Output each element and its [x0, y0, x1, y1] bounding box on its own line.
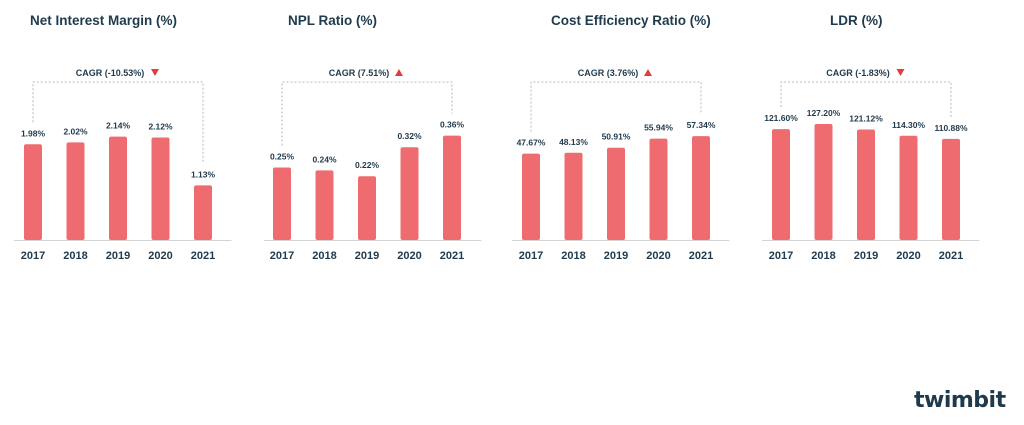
bar — [857, 129, 875, 240]
cagr-label-bg — [326, 66, 392, 80]
chart-title: Cost Efficiency Ratio (%) — [551, 13, 711, 28]
x-tick-label: 2020 — [896, 250, 920, 262]
x-tick-label: 2019 — [355, 250, 379, 262]
data-label: 0.24% — [312, 154, 337, 164]
x-tick-label: 2021 — [689, 250, 713, 262]
bar — [66, 142, 85, 240]
twimbit-logo: twimbit — [914, 388, 1006, 414]
bar — [649, 138, 668, 240]
x-tick-label: 2017 — [519, 250, 543, 262]
bar — [109, 136, 127, 240]
bar — [315, 170, 334, 240]
data-label: 1.98% — [21, 128, 46, 138]
x-tick-label: 2019 — [604, 250, 628, 262]
data-label: 114.30% — [892, 120, 926, 130]
bar — [358, 176, 376, 240]
x-tick-label: 2017 — [21, 250, 45, 262]
data-label: 48.13% — [559, 137, 588, 147]
chart-title: NPL Ratio (%) — [288, 13, 377, 28]
chart-title: Net Interest Margin (%) — [30, 13, 177, 28]
cagr-label: CAGR (-10.53%) — [76, 68, 145, 78]
data-label: 0.36% — [440, 120, 465, 130]
x-tick-label: 2020 — [148, 250, 172, 262]
x-tick-label: 2019 — [106, 250, 130, 262]
data-label: 57.34% — [687, 120, 716, 130]
x-tick-label: 2018 — [63, 250, 87, 262]
x-tick-label: 2017 — [270, 250, 294, 262]
cagr-bracket — [32, 81, 204, 164]
cagr-label: CAGR (-1.83%) — [826, 68, 890, 78]
cagr-bracket — [281, 81, 453, 146]
bar — [564, 152, 583, 240]
bar — [942, 138, 960, 240]
charts-canvas: Net Interest Margin (%) 1.98% 2017 2.02% 201… — [14, 13, 980, 262]
data-label: 121.60% — [764, 113, 798, 123]
bar — [24, 144, 42, 240]
x-tick-label: 2017 — [769, 250, 793, 262]
chart-title: LDR (%) — [830, 13, 883, 28]
cagr-label-bg — [72, 66, 148, 80]
bar — [151, 137, 170, 240]
cagr-bracket — [530, 81, 702, 132]
bar — [814, 124, 833, 240]
cagr-label: CAGR (3.76%) — [578, 68, 639, 78]
x-tick-label: 2018 — [312, 250, 336, 262]
bar — [607, 147, 625, 240]
cagr-bracket — [780, 81, 952, 117]
x-tick-label: 2019 — [854, 250, 878, 262]
bar — [194, 185, 212, 240]
data-label: 121.12% — [849, 114, 883, 124]
trend-down-icon — [151, 69, 159, 76]
data-label: 47.67% — [517, 138, 546, 148]
cagr-label: CAGR (7.51%) — [329, 68, 390, 78]
data-label: 127.20% — [807, 108, 841, 118]
x-tick-label: 2020 — [397, 250, 421, 262]
data-label: 0.25% — [270, 152, 295, 162]
data-label: 55.94% — [644, 123, 673, 133]
bar — [692, 136, 710, 240]
data-label: 1.13% — [191, 169, 216, 179]
bar — [400, 147, 419, 240]
cagr-label-bg — [575, 66, 641, 80]
bar — [273, 167, 291, 240]
x-tick-label: 2021 — [939, 250, 963, 262]
bar — [899, 135, 918, 240]
data-label: 110.88% — [934, 123, 968, 133]
data-label: 2.12% — [148, 122, 173, 132]
trend-down-icon — [896, 69, 905, 76]
cagr-label-bg — [822, 66, 894, 80]
data-label: 50.91% — [602, 132, 631, 142]
x-tick-label: 2020 — [646, 250, 670, 262]
data-label: 2.02% — [63, 126, 88, 136]
x-tick-label: 2018 — [561, 250, 585, 262]
bar — [443, 135, 461, 240]
x-tick-label: 2021 — [440, 250, 464, 262]
logo-text: twimbit — [914, 388, 1006, 413]
trend-up-icon — [644, 69, 652, 76]
data-label: 2.14% — [106, 121, 131, 131]
x-tick-label: 2021 — [191, 250, 215, 262]
x-tick-label: 2018 — [811, 250, 835, 262]
bar — [772, 129, 790, 240]
data-label: 0.32% — [397, 131, 422, 141]
trend-up-icon — [395, 69, 403, 76]
data-label: 0.22% — [355, 160, 380, 170]
bar — [522, 153, 540, 240]
